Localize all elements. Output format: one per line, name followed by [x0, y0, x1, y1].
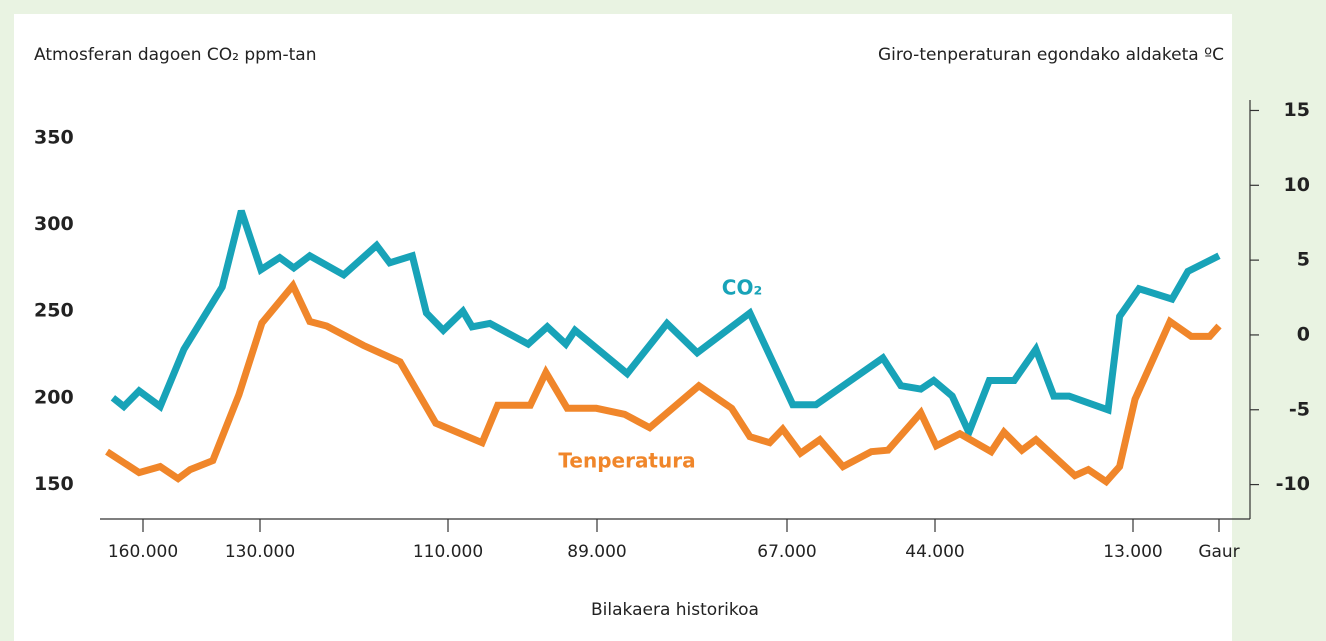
x-tick-label: 160.000 [108, 542, 178, 562]
x-axis-label: Bilakaera historikoa [591, 600, 759, 620]
y-tick-label: 300 [34, 213, 74, 235]
x-tick-label: Gaur [1198, 542, 1239, 562]
y-tick-label: 200 [34, 386, 74, 408]
y2-tick-label: 5 [1297, 249, 1310, 271]
series-label: CO₂ [722, 276, 762, 300]
x-tick-label: 44.000 [905, 542, 964, 562]
y2-axis-label: Giro-tenperaturan egondako aldaketa ºC [878, 45, 1224, 65]
x-tick-label: 110.000 [413, 542, 483, 562]
x-tick-label: 13.000 [1103, 542, 1162, 562]
y2-tick-label: 0 [1297, 323, 1310, 345]
y-axis-label: Atmosferan dagoen CO₂ ppm-tan [34, 45, 316, 65]
x-tick-label: 89.000 [567, 542, 626, 562]
y2-tick-label: -10 [1276, 473, 1310, 495]
series-label: Tenperatura [558, 449, 695, 473]
x-tick-label: 130.000 [225, 542, 295, 562]
y2-tick-label: 10 [1284, 174, 1310, 196]
page: Atmosferan dagoen CO₂ ppm-tan Giro-tenpe… [0, 0, 1326, 641]
y-tick-label: 250 [34, 300, 74, 322]
y2-tick-label: 15 [1284, 99, 1310, 121]
chart: Atmosferan dagoen CO₂ ppm-tan Giro-tenpe… [0, 0, 1326, 641]
y-tick-label: 350 [34, 127, 74, 149]
x-tick-label: 67.000 [757, 542, 816, 562]
y2-tick-label: -5 [1289, 398, 1310, 420]
y-tick-label: 150 [34, 473, 74, 495]
